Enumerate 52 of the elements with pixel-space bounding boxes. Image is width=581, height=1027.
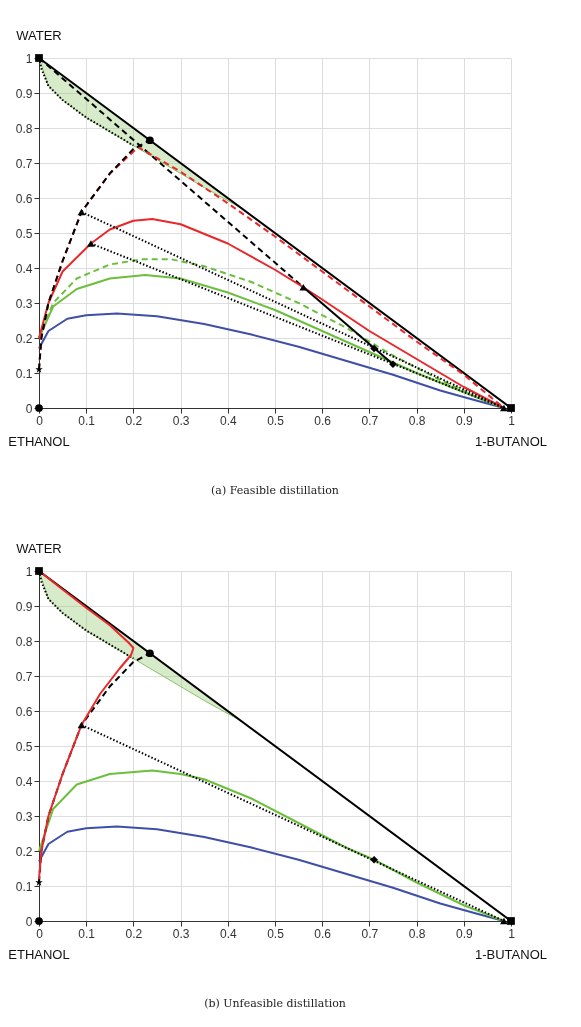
y-tick-label: 0.8 [15,121,33,136]
x-tick-label: 0.3 [172,926,190,941]
y-tick-label: 0.4 [15,774,33,789]
x-tick-label: 0.6 [314,926,332,941]
x-tick-label: 0.3 [172,413,190,428]
y-tick-label: 0.1 [15,879,33,894]
y-tick-label: 0.3 [15,296,33,311]
text: (a) Feasible distillation [211,484,339,497]
x-tick-label: 0.8 [408,926,426,941]
x-tick-label: 0.1 [78,413,96,428]
x-tick-label: 0.8 [408,413,426,428]
y-tick-label: 0.7 [15,669,33,684]
x-tick-label: 0.4 [219,926,237,941]
x-tick-label: 0.6 [314,413,332,428]
x-tick-label: 0.4 [219,413,237,428]
y-tick-label: 0.5 [15,739,33,754]
y-tick-label: 1 [25,564,33,579]
x-tick-label: 0.2 [125,926,143,941]
y-tick-label: 0 [25,401,33,416]
y-tick-label: 0.8 [15,634,33,649]
y-tick-label: 0.5 [15,226,33,241]
y-tick-label: 0.6 [15,191,33,206]
x-tick-label: 0.5 [267,926,285,941]
x-tick-label: 0.9 [455,926,473,941]
y-tick-label: 0.3 [15,809,33,824]
text: WATER [16,28,62,43]
y-tick-label: 0.1 [15,366,33,381]
text: 1-BUTANOL [475,947,547,962]
y-tick-label: 0.7 [15,156,33,171]
x-tick-label: 0.5 [267,413,285,428]
x-tick-label: 0.7 [361,413,379,428]
y-tick-label: 0.9 [15,599,33,614]
text: ETHANOL [8,947,70,962]
x-tick-label: 0.1 [78,926,96,941]
y-tick-label: 1 [25,51,33,66]
text: 1-BUTANOL [475,434,547,449]
y-tick-label: 0.9 [15,86,33,101]
x-tick-label: 0.9 [455,413,473,428]
y-tick-label: 0.6 [15,704,33,719]
x-tick-label: 0 [36,926,44,941]
y-tick-label: 0.2 [15,844,33,859]
text: WATER [16,541,62,556]
x-tick-label: 1 [508,413,516,428]
x-tick-label: 0.7 [361,926,379,941]
text: ETHANOL [8,434,70,449]
y-tick-label: 0.2 [15,331,33,346]
y-tick-label: 0 [25,914,33,929]
text: (b) Unfeasible distillation [204,997,346,1010]
x-tick-label: 0.2 [125,413,143,428]
y-tick-label: 0.4 [15,261,33,276]
x-tick-label: 0 [36,413,44,428]
x-tick-label: 1 [508,926,516,941]
